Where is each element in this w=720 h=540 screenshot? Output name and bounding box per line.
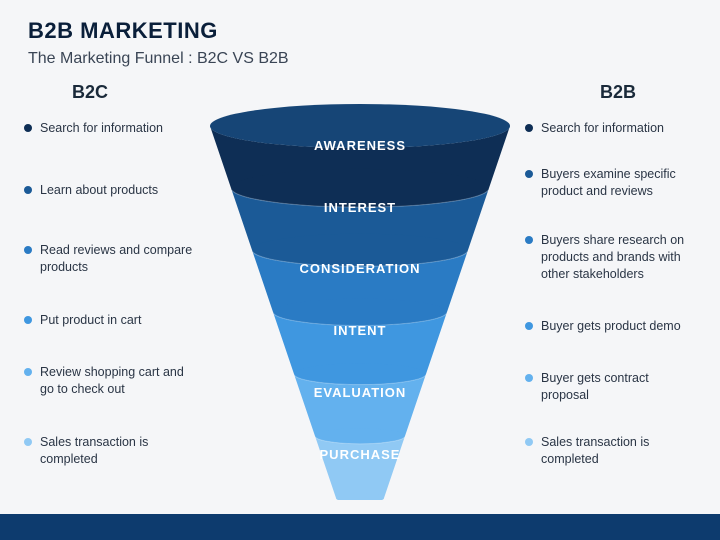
bullet-text: Sales transaction is completed — [541, 434, 700, 468]
bullet-item: Buyer gets product demo — [525, 318, 700, 335]
funnel-stage-label: INTEREST — [205, 200, 515, 215]
bullet-item: Put product in cart — [24, 312, 199, 329]
bullet-dot-icon — [24, 368, 32, 376]
funnel-stage-label: EVALUATION — [205, 385, 515, 400]
bullet-item: Read reviews and compare products — [24, 242, 199, 276]
page-title: B2B MARKETING — [28, 18, 692, 44]
bullet-dot-icon — [525, 322, 533, 330]
bullet-dot-icon — [525, 170, 533, 178]
bullet-item: Sales transaction is completed — [525, 434, 700, 468]
bullet-text: Buyers share research on products and br… — [541, 232, 700, 283]
bullet-text: Search for information — [40, 120, 199, 137]
bullet-item: Buyers share research on products and br… — [525, 232, 700, 283]
funnel-diagram: AWARENESS INTEREST CONSIDERATION INTENT EVAL… — [205, 104, 515, 500]
bullet-dot-icon — [525, 124, 533, 132]
bullet-text: Buyers examine specific product and revi… — [541, 166, 700, 200]
bullet-dot-icon — [525, 236, 533, 244]
bullet-item: Buyers examine specific product and revi… — [525, 166, 700, 200]
bullet-item: Search for information — [525, 120, 700, 137]
bullet-text: Put product in cart — [40, 312, 199, 329]
bullet-item: Review shopping cart and go to check out — [24, 364, 199, 398]
bullet-dot-icon — [24, 124, 32, 132]
funnel-stage-label: AWARENESS — [205, 138, 515, 153]
bullet-dot-icon — [24, 246, 32, 254]
bullet-dot-icon — [24, 438, 32, 446]
column-header-b2c: B2C — [72, 82, 108, 103]
bullet-dot-icon — [24, 186, 32, 194]
bullet-dot-icon — [525, 438, 533, 446]
content: B2C B2B Search for information Learn abou… — [0, 82, 720, 512]
funnel-stage-label: CONSIDERATION — [205, 261, 515, 276]
funnel-stage-label: PURCHASE — [205, 447, 515, 462]
bullet-text: Buyer gets product demo — [541, 318, 700, 335]
column-header-b2b: B2B — [600, 82, 636, 103]
bullet-text: Review shopping cart and go to check out — [40, 364, 199, 398]
page-subtitle: The Marketing Funnel : B2C VS B2B — [28, 50, 692, 68]
funnel-stage-label: INTENT — [205, 323, 515, 338]
bullet-item: Sales transaction is completed — [24, 434, 199, 468]
bullet-text: Buyer gets contract proposal — [541, 370, 700, 404]
header: B2B MARKETING The Marketing Funnel : B2C… — [0, 0, 720, 76]
bullet-item: Buyer gets contract proposal — [525, 370, 700, 404]
bullet-dot-icon — [24, 316, 32, 324]
bullet-text: Search for information — [541, 120, 700, 137]
bullet-item: Learn about products — [24, 182, 199, 199]
bullet-item: Search for information — [24, 120, 199, 137]
bullet-text: Learn about products — [40, 182, 199, 199]
bullet-text: Read reviews and compare products — [40, 242, 199, 276]
bullet-dot-icon — [525, 374, 533, 382]
footer-bar — [0, 514, 720, 540]
bullet-text: Sales transaction is completed — [40, 434, 199, 468]
